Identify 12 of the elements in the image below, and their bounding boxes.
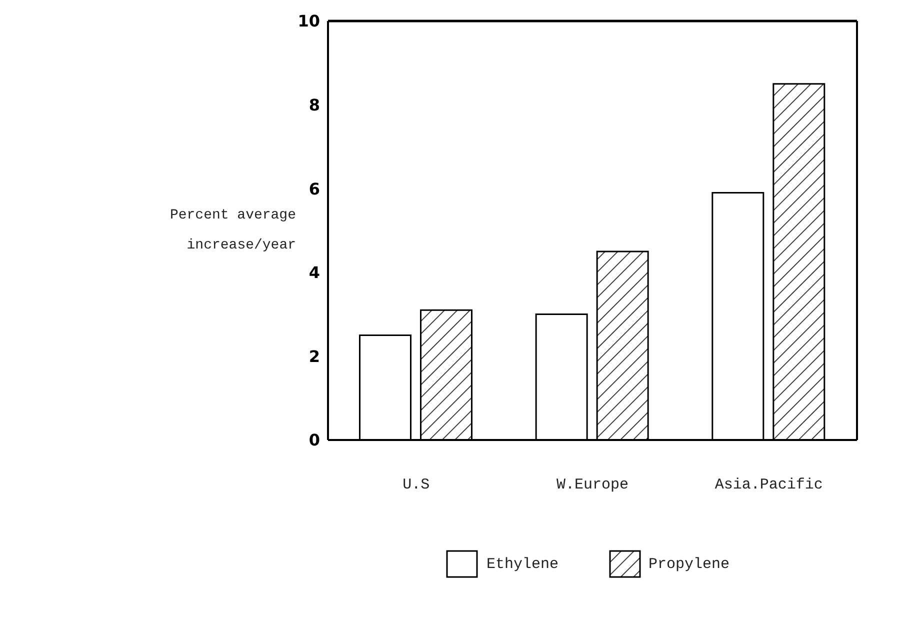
x-tick-label: Asia.Pacific <box>714 476 823 494</box>
y-axis-title: Percent average increase/year <box>170 208 296 254</box>
y-tick-label: 10 <box>298 12 320 31</box>
x-tick-label: U.S <box>402 476 430 494</box>
y-tick-label: 6 <box>308 179 320 198</box>
y-tick-label: 4 <box>308 263 320 282</box>
y-tick-label: 0 <box>308 430 320 450</box>
y-tick-label: 8 <box>308 95 320 114</box>
y-tick-label: 2 <box>308 346 320 366</box>
legend-label: Propylene <box>648 556 730 572</box>
x-tick-label: W.Europe <box>556 476 629 494</box>
legend-label: Ethylene <box>486 556 558 572</box>
